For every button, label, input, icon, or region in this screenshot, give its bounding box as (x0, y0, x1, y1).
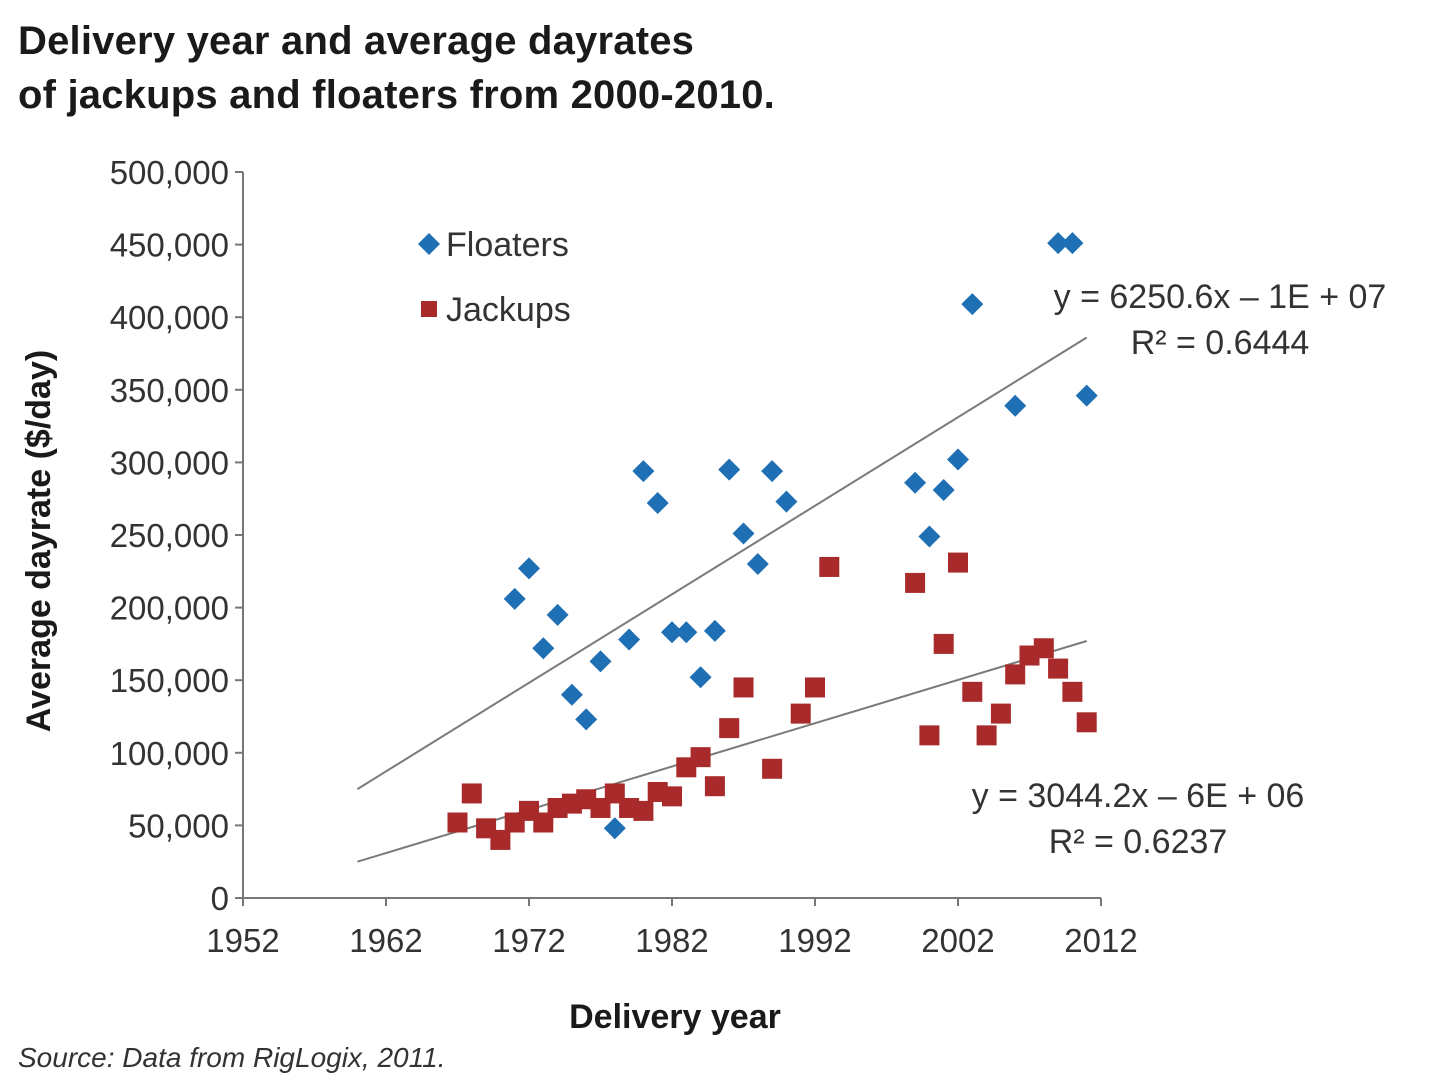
floaters-point (503, 587, 526, 610)
y-tick-label: 150,000 (110, 662, 229, 699)
floaters-point (947, 448, 969, 471)
floaters-point (560, 683, 583, 706)
equation-floaters: y = 6250.6x – 1E + 07 (1054, 278, 1387, 316)
floaters-point (546, 603, 569, 626)
y-tick-label: 0 (211, 880, 229, 917)
r-squared-jackups: R² = 0.6237 (1049, 823, 1228, 861)
y-tick-label: 200,000 (110, 590, 229, 627)
floaters-point (661, 621, 683, 644)
jackups-point (690, 747, 711, 768)
trendline-floaters (356, 336, 1088, 790)
y-axis-ticks: 0 50,000 100,000 150,000 200,000 250,000 300,0… (110, 154, 243, 917)
x-tick-label: 2002 (921, 922, 994, 959)
jackups-point (1048, 658, 1069, 679)
floaters-point (675, 621, 698, 644)
jackups-point (948, 552, 968, 573)
floaters-point (1047, 232, 1070, 255)
x-tick-label: 2012 (1064, 922, 1137, 959)
floaters-point (575, 708, 598, 731)
x-tick-label: 1992 (778, 922, 851, 959)
chart-title: Delivery year and average dayrates of ja… (18, 14, 775, 122)
jackups-point (662, 786, 682, 807)
floaters-point (918, 525, 941, 548)
y-tick-label: 250,000 (110, 517, 229, 554)
jackups-point (962, 681, 983, 702)
data-points (447, 232, 1098, 850)
legend-label-floaters: Floaters (446, 226, 569, 264)
jackups-point (490, 829, 511, 850)
legend-label-jackups: Jackups (446, 291, 571, 329)
jackups-point (733, 677, 754, 698)
floaters-point (532, 637, 555, 660)
floaters-point (632, 460, 655, 483)
jackups-point (719, 718, 740, 739)
jackups-point (905, 572, 926, 593)
floaters-point (961, 293, 984, 316)
legend-marker-floaters (418, 233, 440, 255)
y-axis-title: Average dayrate ($/day) (20, 350, 58, 732)
jackups-point (933, 633, 954, 654)
floaters-point (689, 666, 712, 689)
y-tick-label: 500,000 (110, 154, 229, 191)
equation-jackups: y = 3044.2x – 6E + 06 (972, 777, 1305, 815)
floaters-point (761, 460, 784, 483)
x-tick-label: 1952 (206, 922, 279, 959)
floaters-point (732, 522, 755, 545)
x-tick-label: 1982 (635, 922, 708, 959)
y-tick-label: 350,000 (110, 372, 229, 409)
jackups-point (461, 783, 482, 804)
floaters-point (703, 619, 726, 642)
legend: Floaters Jackups (418, 226, 571, 329)
floaters-point (1061, 232, 1084, 255)
jackups-point (805, 677, 825, 698)
floaters-point (746, 553, 769, 576)
floaters-point (618, 628, 641, 651)
y-tick-label: 100,000 (110, 735, 229, 772)
floaters-point (1004, 394, 1027, 417)
jackups-point (819, 556, 840, 577)
jackups-point (990, 703, 1011, 724)
jackups-point (919, 725, 940, 746)
jackups-point (976, 725, 997, 746)
y-tick-label: 400,000 (110, 299, 229, 336)
floaters-point (718, 458, 741, 481)
floaters-point (932, 478, 955, 501)
floaters-point (904, 471, 927, 494)
x-axis-ticks: 1952 1962 1972 1982 1992 2002 2012 (206, 898, 1138, 959)
jackups-point (704, 776, 725, 797)
jackups-point (762, 758, 783, 779)
jackups-point (1062, 681, 1083, 702)
jackups-point (790, 703, 811, 724)
jackups-point (633, 800, 654, 821)
jackups-point (447, 812, 468, 833)
source-note: Source: Data from RigLogix, 2011. (18, 1042, 446, 1073)
jackups-point (1033, 638, 1054, 659)
floaters-point (589, 650, 612, 673)
floaters-point (775, 490, 798, 513)
x-axis-title: Delivery year (569, 998, 781, 1036)
floaters-point (1075, 384, 1098, 407)
r-squared-floaters: R² = 0.6444 (1131, 324, 1310, 362)
legend-marker-jackups (421, 301, 437, 317)
y-tick-label: 50,000 (128, 807, 229, 844)
floaters-point (646, 492, 669, 515)
floaters-point (518, 557, 540, 580)
chart-title-line-1: Delivery year and average dayrates (18, 19, 695, 63)
chart-title-line-2: of jackups and floaters from 2000-2010. (18, 73, 775, 117)
x-tick-label: 1972 (492, 922, 565, 959)
trendline-equations: y = 6250.6x – 1E + 07 R² = 0.6444 y = 3044… (972, 278, 1387, 861)
jackups-point (1005, 664, 1026, 685)
jackups-point (1076, 712, 1097, 733)
x-tick-label: 1962 (349, 922, 422, 959)
floaters-point (603, 817, 626, 840)
y-tick-label: 450,000 (110, 227, 229, 264)
y-tick-label: 300,000 (110, 444, 229, 481)
